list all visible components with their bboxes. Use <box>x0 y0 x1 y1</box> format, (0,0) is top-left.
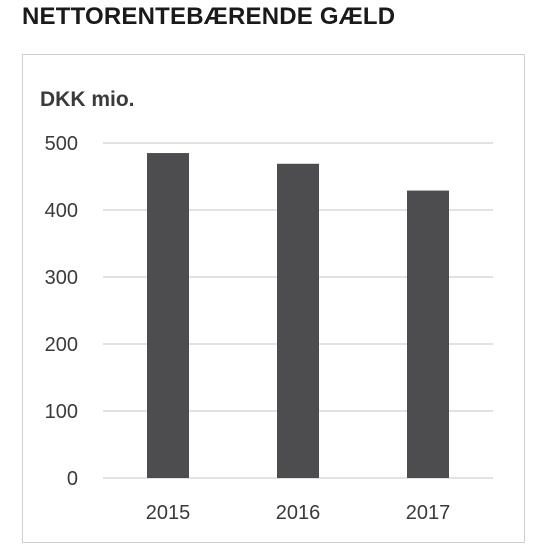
y-tick-layer: 0 100 200 300 400 500 <box>45 133 78 490</box>
bar-layer <box>147 153 449 479</box>
unit-label: DKK mio. <box>40 88 135 111</box>
y-tick-label: 0 <box>67 468 78 490</box>
bar-2015 <box>147 153 189 479</box>
x-tick-label-2017: 2017 <box>406 502 451 524</box>
y-tick-label: 100 <box>45 401 78 423</box>
x-tick-layer: 2015 2016 2017 <box>146 502 451 524</box>
y-tick-label: 500 <box>45 133 78 155</box>
page-title: NETTORENTEBÆRENDE GÆLD <box>22 3 396 30</box>
y-tick-label: 400 <box>45 200 78 222</box>
y-tick-label: 300 <box>45 267 78 289</box>
bar-2016 <box>277 163 319 478</box>
bar-2017 <box>407 190 449 478</box>
x-tick-label-2015: 2015 <box>146 502 191 524</box>
x-tick-label-2016: 2016 <box>276 502 321 524</box>
y-tick-label: 200 <box>45 334 78 356</box>
